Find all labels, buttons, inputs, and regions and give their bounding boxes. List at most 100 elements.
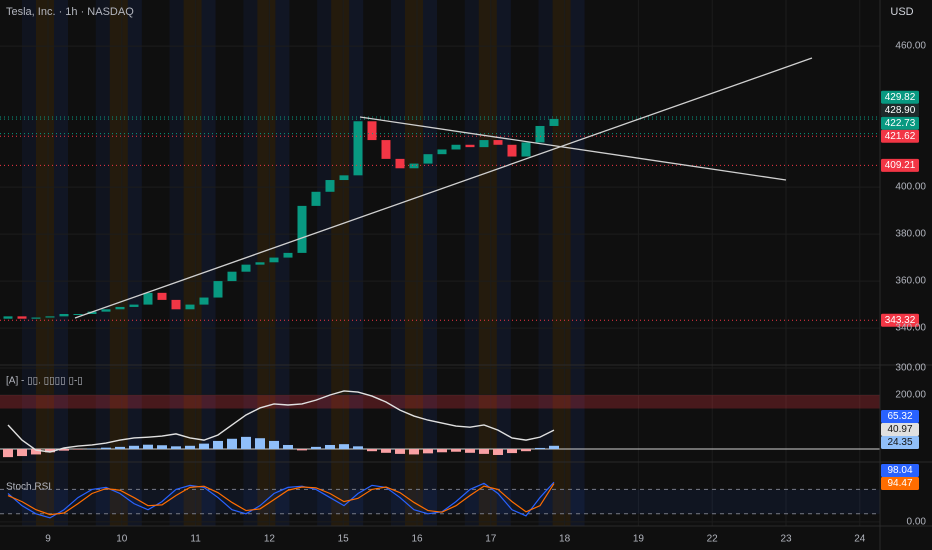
price-tag xyxy=(881,158,919,172)
x-tick-label: 16 xyxy=(411,534,423,545)
x-tick-label: 23 xyxy=(780,534,792,545)
price-tag xyxy=(881,90,919,104)
price-tag xyxy=(881,477,919,491)
histogram-bar xyxy=(31,449,41,455)
y-tick-label: 300.00 xyxy=(895,363,926,374)
candle xyxy=(17,316,27,319)
indicator-title: Stoch RSI xyxy=(6,482,51,493)
candle xyxy=(185,304,195,310)
price-tag-label: 40.97 xyxy=(887,424,912,435)
candle xyxy=(353,121,363,176)
y-tick-label: 400.00 xyxy=(895,182,926,193)
histogram-bar xyxy=(381,449,391,453)
histogram-bar xyxy=(115,446,125,450)
candle xyxy=(283,252,293,258)
histogram-bar xyxy=(339,444,349,450)
trend-line xyxy=(359,116,787,181)
candle xyxy=(395,158,405,169)
histogram-bar xyxy=(521,449,531,452)
candle xyxy=(73,313,83,315)
x-tick-label: 12 xyxy=(264,534,276,545)
session-band xyxy=(22,0,36,526)
trend-line xyxy=(74,57,813,319)
price-tag xyxy=(881,435,919,449)
x-tick-label: 22 xyxy=(707,534,719,545)
currency[interactable]: USD xyxy=(890,6,913,18)
histogram-bar xyxy=(199,443,209,450)
x-tick-label: 9 xyxy=(45,534,51,545)
price-tag xyxy=(881,313,919,327)
candle xyxy=(59,313,69,317)
y-tick-label: 380.00 xyxy=(895,229,926,240)
x-tick-label: 11 xyxy=(190,534,201,545)
histogram-bar xyxy=(535,447,545,450)
histogram-bar xyxy=(17,449,27,457)
histogram-bar xyxy=(325,444,335,450)
x-tick-label: 15 xyxy=(338,534,350,545)
candle xyxy=(255,262,265,265)
histogram-bar xyxy=(269,440,279,450)
histogram-bar xyxy=(367,449,377,452)
oscillator-line xyxy=(7,390,555,453)
candle xyxy=(45,316,55,318)
histogram-bar xyxy=(297,449,307,451)
candle xyxy=(479,140,489,148)
histogram-bar xyxy=(507,449,517,454)
session-band xyxy=(496,0,511,526)
y-tick-label: 340.00 xyxy=(895,323,926,334)
histogram-bar xyxy=(423,449,433,454)
candle xyxy=(31,317,41,319)
histogram-bar xyxy=(101,447,111,450)
price-tag-label: 428.90 xyxy=(885,105,916,116)
candle xyxy=(465,144,475,148)
price-tag-label: 94.47 xyxy=(887,478,912,489)
histogram-bar xyxy=(185,445,195,450)
candle xyxy=(493,140,503,145)
histogram-bar xyxy=(493,449,503,455)
histogram-bar xyxy=(311,446,321,450)
candle xyxy=(297,205,307,253)
histogram-bar xyxy=(45,449,55,453)
price-tag-label: 98.04 xyxy=(887,465,912,476)
indicator-title: [A] - ▯▯. ▯▯▯▯ ▯-▯ xyxy=(6,376,83,387)
candle xyxy=(437,149,447,155)
candle xyxy=(423,154,433,164)
session-band xyxy=(478,0,497,526)
histogram-bar xyxy=(143,444,153,450)
candle xyxy=(549,118,559,126)
y-tick-label: 460.00 xyxy=(895,41,926,52)
candle xyxy=(339,175,349,181)
candle xyxy=(199,297,209,305)
candle xyxy=(227,271,237,282)
candle xyxy=(409,163,419,169)
candle xyxy=(115,306,125,310)
y-tick-label: 360.00 xyxy=(895,276,926,287)
stoch-line xyxy=(7,481,555,519)
candle xyxy=(213,281,223,298)
session-band xyxy=(570,0,585,526)
session-band xyxy=(95,0,110,526)
price-tag-label: 343.32 xyxy=(885,315,916,326)
histogram-bar xyxy=(87,448,97,450)
histogram-bar xyxy=(549,445,559,450)
candle xyxy=(507,144,517,157)
session-band xyxy=(405,0,423,526)
histogram-bar xyxy=(479,449,489,454)
price-tag xyxy=(881,103,919,117)
price-tag xyxy=(881,464,919,478)
candle xyxy=(367,121,377,141)
candle xyxy=(521,142,531,157)
candle xyxy=(101,309,111,312)
histogram-bar xyxy=(437,449,447,453)
price-tag-label: 421.62 xyxy=(885,131,916,142)
histogram-bar xyxy=(353,446,363,450)
histogram-bar xyxy=(395,449,405,454)
price-tag xyxy=(881,129,919,143)
histogram-bar xyxy=(465,449,475,453)
candle xyxy=(311,191,321,206)
candle xyxy=(241,264,251,272)
histogram-bar xyxy=(129,445,139,450)
x-tick-label: 17 xyxy=(485,534,497,545)
